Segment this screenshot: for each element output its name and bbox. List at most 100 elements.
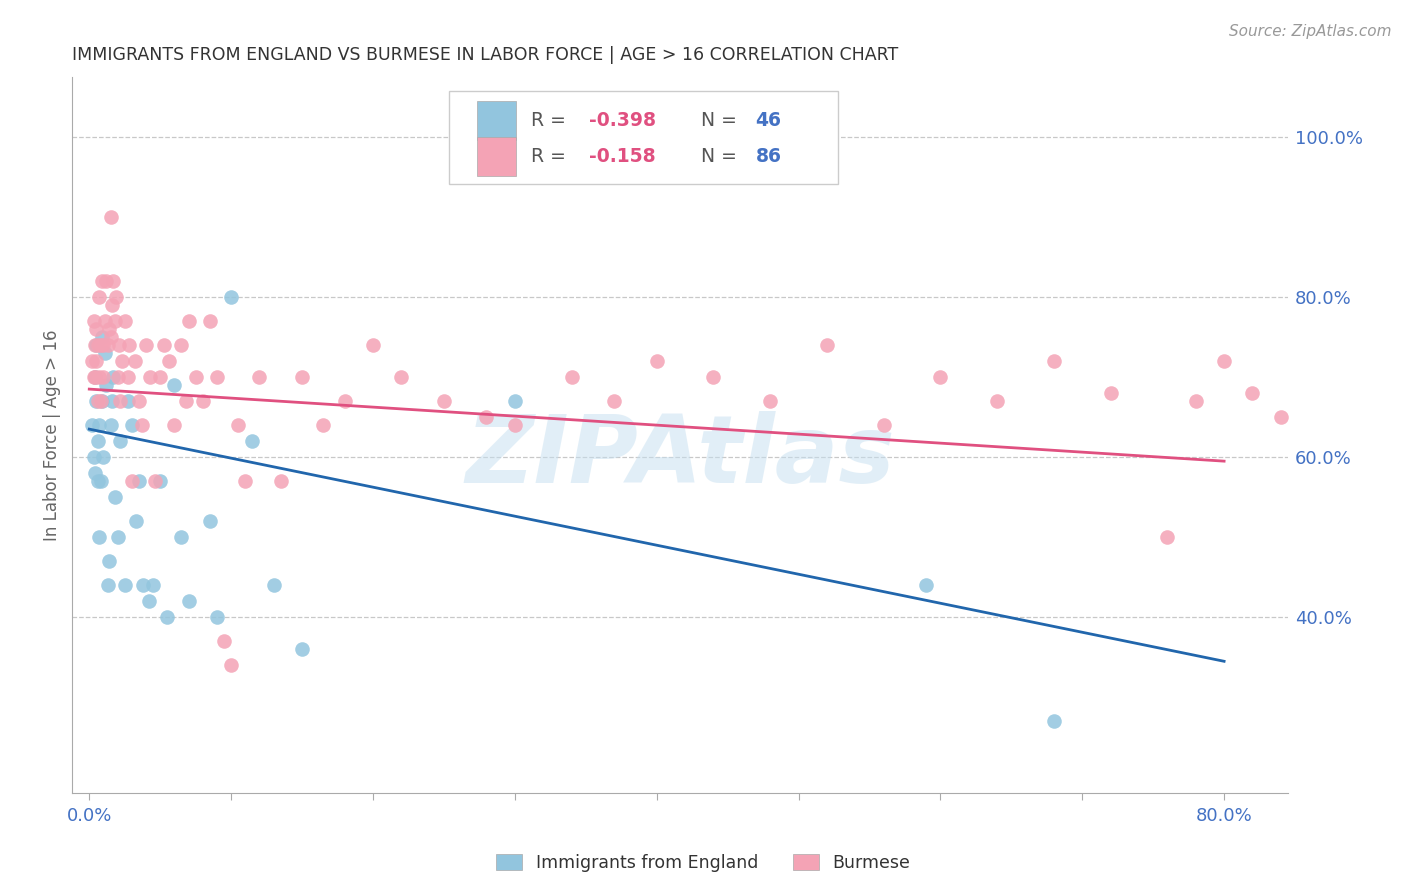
- Text: -0.158: -0.158: [589, 147, 655, 166]
- Point: [131, 418, 153, 433]
- Point: [108, 338, 131, 352]
- Point: [645, 354, 668, 368]
- Point: [114, 314, 136, 328]
- Point: [94, 314, 117, 328]
- Point: [291, 642, 314, 657]
- Point: [1043, 714, 1066, 729]
- Point: [242, 434, 264, 449]
- Point: [170, 338, 193, 352]
- Point: [80, 354, 103, 368]
- Text: Source: ZipAtlas.com: Source: ZipAtlas.com: [1229, 24, 1392, 39]
- Point: [142, 578, 165, 592]
- Point: [98, 322, 121, 336]
- Point: [312, 418, 335, 433]
- Point: [226, 418, 249, 433]
- Point: [86, 394, 108, 409]
- Point: [111, 354, 134, 368]
- FancyBboxPatch shape: [449, 91, 838, 185]
- Point: [132, 578, 155, 592]
- Point: [84, 370, 107, 384]
- Point: [86, 338, 108, 352]
- Point: [91, 274, 114, 288]
- Point: [291, 370, 314, 384]
- Point: [929, 370, 952, 384]
- Point: [87, 434, 110, 449]
- Point: [93, 338, 115, 352]
- Point: [107, 530, 129, 544]
- Point: [86, 322, 108, 336]
- Point: [101, 298, 124, 312]
- Point: [104, 490, 127, 504]
- Point: [157, 354, 180, 368]
- Point: [177, 314, 200, 328]
- Point: [89, 418, 111, 433]
- Point: [121, 418, 143, 433]
- Point: [561, 370, 583, 384]
- Y-axis label: In Labor Force | Age > 16: In Labor Force | Age > 16: [44, 329, 60, 541]
- Point: [90, 394, 112, 409]
- Point: [100, 418, 122, 433]
- Point: [1241, 386, 1264, 401]
- Point: [90, 474, 112, 488]
- Point: [105, 290, 128, 304]
- Point: [117, 370, 139, 384]
- Point: [93, 370, 115, 384]
- Point: [103, 274, 125, 288]
- Point: [121, 474, 143, 488]
- Point: [475, 410, 498, 425]
- Text: R =: R =: [530, 147, 571, 166]
- Point: [83, 450, 105, 464]
- Text: R =: R =: [530, 112, 571, 130]
- Point: [503, 418, 526, 433]
- Point: [219, 290, 242, 304]
- Point: [139, 370, 162, 384]
- Point: [87, 338, 110, 352]
- Point: [1043, 354, 1066, 368]
- Point: [84, 466, 107, 480]
- Text: 86: 86: [755, 147, 782, 166]
- Bar: [477, 101, 516, 140]
- Text: N =: N =: [700, 112, 742, 130]
- Point: [156, 610, 179, 624]
- Point: [205, 370, 228, 384]
- Text: ZIPAtlas: ZIPAtlas: [465, 410, 896, 502]
- Point: [138, 594, 160, 608]
- Point: [205, 610, 228, 624]
- Point: [759, 394, 782, 409]
- Point: [114, 578, 136, 592]
- Point: [986, 394, 1008, 409]
- Point: [96, 274, 118, 288]
- Point: [89, 530, 111, 544]
- Point: [97, 578, 120, 592]
- Point: [86, 354, 108, 368]
- Point: [170, 530, 193, 544]
- Point: [90, 338, 112, 352]
- Text: N =: N =: [700, 147, 742, 166]
- Point: [702, 370, 724, 384]
- Point: [1156, 530, 1178, 544]
- Point: [872, 418, 894, 433]
- Point: [97, 338, 120, 352]
- Point: [104, 314, 127, 328]
- Point: [333, 394, 356, 409]
- Point: [100, 330, 122, 344]
- Point: [815, 338, 838, 352]
- Point: [212, 634, 235, 648]
- Point: [84, 338, 107, 352]
- Point: [503, 394, 526, 409]
- Point: [143, 474, 166, 488]
- Point: [1326, 386, 1348, 401]
- Point: [93, 450, 115, 464]
- Point: [83, 314, 105, 328]
- Point: [1184, 394, 1206, 409]
- Point: [110, 394, 132, 409]
- Point: [153, 338, 176, 352]
- Point: [270, 474, 292, 488]
- Point: [1298, 370, 1320, 384]
- Point: [89, 290, 111, 304]
- Point: [89, 370, 111, 384]
- Point: [100, 210, 122, 224]
- Point: [433, 394, 456, 409]
- Point: [163, 378, 186, 392]
- Point: [91, 394, 114, 409]
